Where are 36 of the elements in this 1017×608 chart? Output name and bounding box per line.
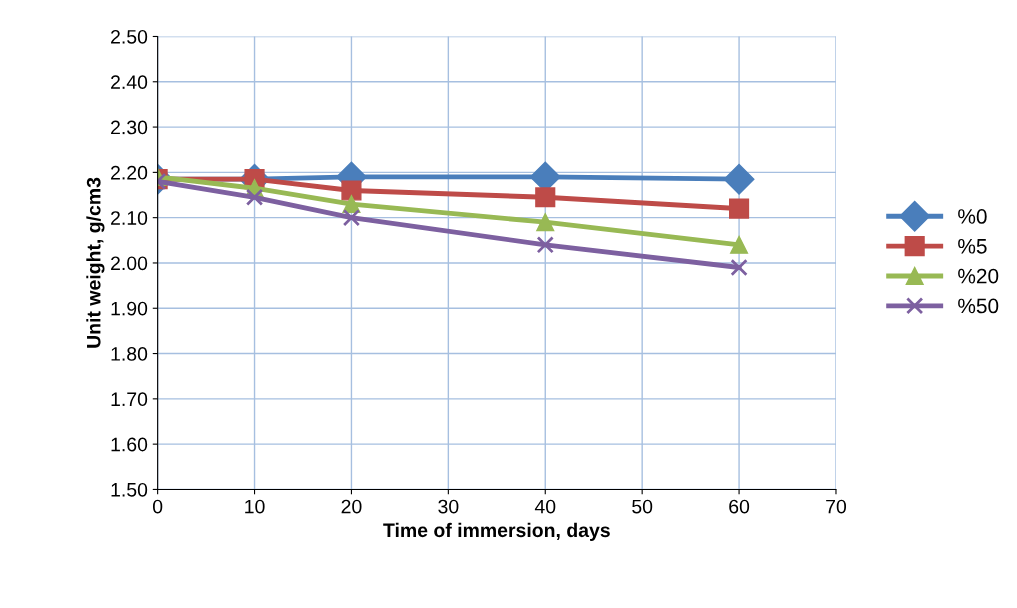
x-tick-label: 70 bbox=[826, 499, 847, 514]
x-tick-label: 40 bbox=[534, 499, 556, 514]
point bbox=[535, 187, 556, 208]
point bbox=[536, 236, 554, 254]
x-tick-label: 20 bbox=[341, 499, 362, 514]
y-tick-label: 2.20 bbox=[111, 165, 148, 180]
point bbox=[342, 208, 361, 227]
x-tick-label: 60 bbox=[729, 499, 750, 514]
legend-label: %20 bbox=[958, 268, 999, 284]
legend-label: %50 bbox=[958, 298, 999, 314]
y-tick-label: 1.50 bbox=[111, 482, 148, 497]
x-axis-title: Time of immersion, days bbox=[383, 522, 610, 541]
legend-label: %5 bbox=[958, 238, 987, 254]
y-tick-label: 1.60 bbox=[111, 437, 148, 452]
point bbox=[730, 258, 748, 277]
y-tick-label: 1.70 bbox=[111, 392, 148, 407]
y-tick-label: 2.40 bbox=[111, 75, 148, 90]
y-tick-label: 2.30 bbox=[111, 120, 148, 135]
point bbox=[341, 180, 362, 201]
legend-label: %0 bbox=[958, 209, 987, 224]
y-tick-label: 2.10 bbox=[111, 211, 148, 225]
point bbox=[245, 188, 264, 206]
y-tick-label: 1.80 bbox=[111, 347, 148, 361]
y-tick-label: 2.50 bbox=[111, 29, 148, 44]
y-axis-title: Unit weight, g/cm3 bbox=[86, 177, 105, 348]
x-tick-label: 10 bbox=[245, 499, 265, 514]
x-tick-label: 30 bbox=[438, 499, 459, 514]
point bbox=[723, 163, 755, 195]
point bbox=[730, 235, 749, 254]
y-tick-label: 2.00 bbox=[111, 256, 148, 271]
x-tick-label: 0 bbox=[152, 499, 163, 514]
point bbox=[342, 195, 361, 214]
x-tick-label: 50 bbox=[632, 499, 653, 514]
point bbox=[536, 213, 555, 232]
point bbox=[728, 198, 750, 219]
y-tick-label: 1.90 bbox=[111, 301, 148, 316]
